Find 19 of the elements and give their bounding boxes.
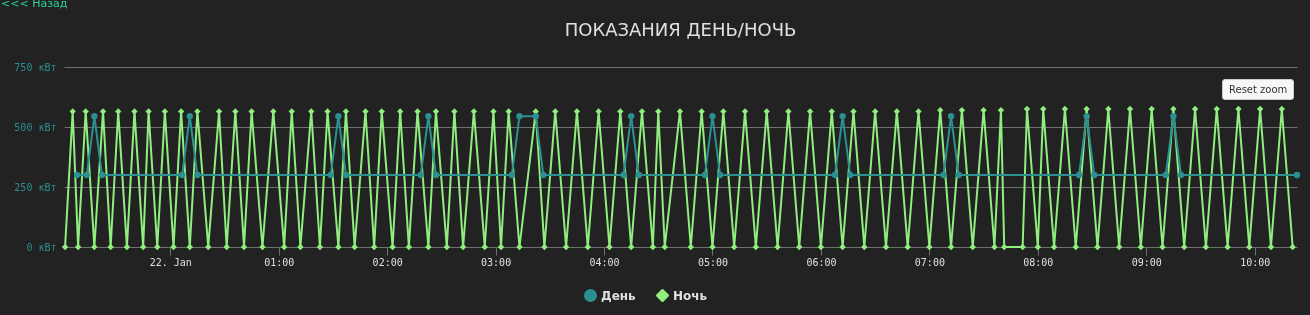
- y-tick-label: 0 кВт: [26, 241, 57, 253]
- legend-label: День: [601, 288, 637, 303]
- chart-title: ПОКАЗАНИЯ ДЕНЬ/НОЧЬ: [564, 19, 797, 40]
- annotation: Reset zoom: [1222, 79, 1295, 100]
- x-tick-label: 22. Jan: [149, 256, 192, 268]
- x-tick-label: 04:00: [589, 256, 620, 268]
- x-tick-label: 01:00: [264, 256, 295, 268]
- x-tick-label: 05:00: [697, 256, 729, 268]
- x-tick-label: 08:00: [1023, 256, 1054, 268]
- y-tick-label: 500 кВт: [14, 121, 57, 133]
- x-tick-label: 10:00: [1240, 256, 1271, 268]
- x-tick-label: 02:00: [372, 256, 403, 268]
- x-tick-label: 06:00: [806, 256, 837, 268]
- x-tick-label: 03:00: [481, 256, 512, 268]
- legend-label: Ночь: [673, 288, 708, 303]
- x-tick-label: 09:00: [1131, 256, 1162, 268]
- y-tick-label: 250 кВт: [14, 181, 57, 193]
- x-tick-label: 07:00: [914, 256, 945, 268]
- y-tick-label: 750 кВт: [14, 61, 57, 73]
